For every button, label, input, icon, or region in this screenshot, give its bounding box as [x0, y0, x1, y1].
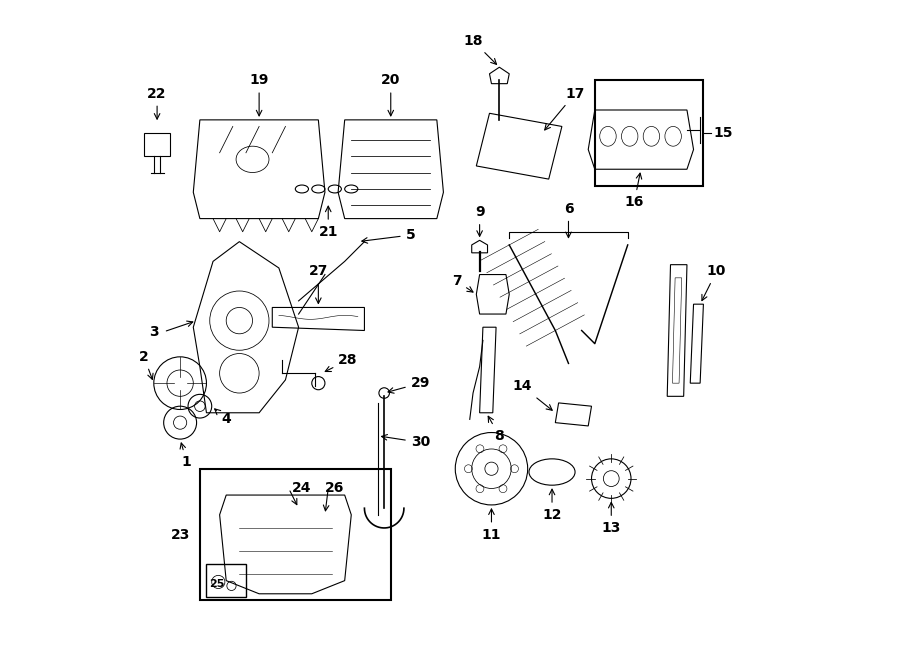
Text: 11: 11	[482, 509, 501, 541]
Text: 30: 30	[382, 434, 430, 449]
Text: 19: 19	[249, 73, 269, 116]
Text: 1: 1	[180, 443, 192, 469]
Text: 8: 8	[488, 416, 504, 443]
Text: 23: 23	[170, 527, 190, 541]
Text: 27: 27	[309, 264, 328, 303]
Text: 25: 25	[209, 579, 224, 589]
Text: 22: 22	[148, 87, 166, 119]
Text: 10: 10	[702, 264, 726, 301]
Text: 2: 2	[140, 350, 153, 379]
Text: 29: 29	[388, 376, 430, 393]
Text: 6: 6	[563, 202, 573, 237]
Circle shape	[379, 388, 390, 399]
Text: 5: 5	[362, 228, 416, 243]
Text: 4: 4	[215, 409, 231, 426]
Text: 21: 21	[319, 206, 338, 239]
Text: 7: 7	[452, 274, 473, 292]
Text: 9: 9	[475, 205, 484, 236]
Text: 16: 16	[625, 173, 644, 209]
Text: 26: 26	[325, 481, 345, 496]
Text: 20: 20	[381, 73, 400, 116]
Text: 12: 12	[543, 489, 562, 522]
Text: 14: 14	[513, 379, 553, 410]
Text: 24: 24	[292, 481, 311, 496]
Text: 3: 3	[149, 325, 158, 339]
Text: 15: 15	[714, 126, 733, 140]
Text: 13: 13	[601, 502, 621, 535]
Text: 18: 18	[464, 34, 497, 64]
Text: 17: 17	[544, 87, 585, 130]
Text: 28: 28	[325, 353, 357, 371]
